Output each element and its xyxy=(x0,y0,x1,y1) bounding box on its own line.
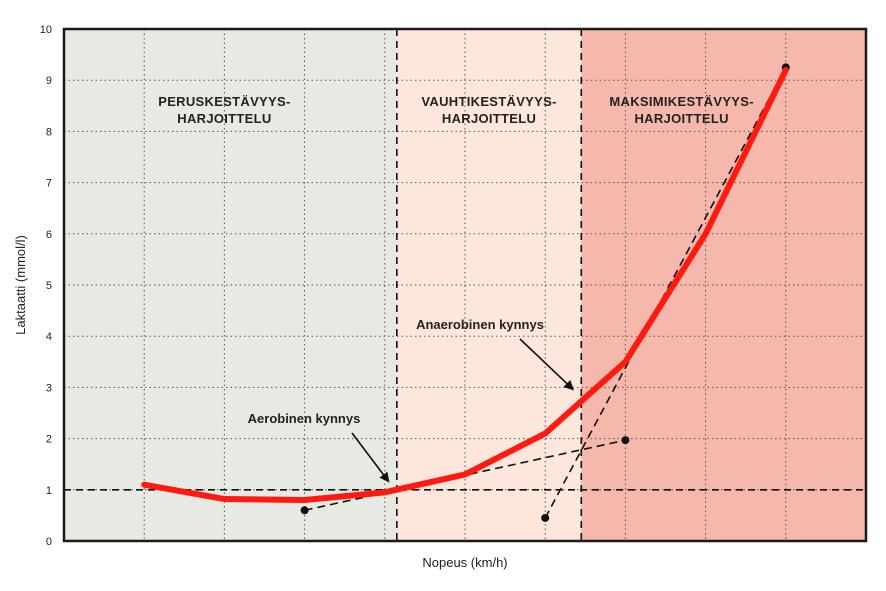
annotations: Aerobinen kynnys Anaerobinen kynnys xyxy=(248,317,575,483)
zone-labels: PERUSKESTÄVYYS-HARJOITTELUVAUHTIKESTÄVYY… xyxy=(158,94,754,126)
series-layer xyxy=(141,66,789,504)
y-tick-label: 10 xyxy=(40,24,52,36)
zone-label-line: HARJOITTELU xyxy=(634,111,728,126)
annotation-arrow-1 xyxy=(351,432,390,483)
x-axis-label: Nopeus (km/h) xyxy=(422,555,507,570)
construction-point xyxy=(621,436,630,445)
reference-lines xyxy=(64,29,866,541)
annotation-label-1: Aerobinen kynnys xyxy=(248,411,361,426)
plot-frame xyxy=(62,27,868,543)
zone-label-2: VAUHTIKESTÄVYYS- HARJOITTELU xyxy=(421,94,556,126)
y-tick-label: 5 xyxy=(46,280,52,292)
zone-label-line: PERUSKESTÄVYYS- xyxy=(158,94,290,109)
construction-line-2 xyxy=(544,67,787,519)
y-tick-label: 3 xyxy=(46,382,52,394)
y-tick-labels: 0 1 2 3 4 5 6 7 8 9 10 xyxy=(40,24,52,548)
lactate-series-line xyxy=(141,66,789,504)
y-axis-label: Laktaatti (mmol/l) xyxy=(13,235,28,335)
y-tick-label: 2 xyxy=(46,434,52,446)
zone-label-line: HARJOITTELU xyxy=(442,111,536,126)
construction-line-1 xyxy=(304,439,626,512)
y-tick-label: 8 xyxy=(46,126,52,138)
y-tick-label: 6 xyxy=(46,229,52,241)
y-tick-label: 4 xyxy=(46,331,52,343)
y-tick-label: 7 xyxy=(46,178,52,190)
annotation-label-2: Anaerobinen kynnys xyxy=(416,317,544,332)
y-tick-label: 0 xyxy=(46,536,52,548)
zone-label-3: MAKSIMIKESTÄVYYS- HARJOITTELU xyxy=(609,94,754,126)
construction-point xyxy=(300,506,309,515)
zone-band-3 xyxy=(581,29,866,541)
zone-label-line: VAUHTIKESTÄVYYS- xyxy=(421,94,556,109)
zone-label-1: PERUSKESTÄVYYS- HARJOITTELU xyxy=(158,94,290,126)
construction-point xyxy=(541,513,550,522)
zone-label-line: HARJOITTELU xyxy=(177,111,271,126)
annotation-arrow-2 xyxy=(519,338,575,391)
y-tick-label: 9 xyxy=(46,75,52,87)
zone-label-line: MAKSIMIKESTÄVYYS- xyxy=(609,94,754,109)
y-tick-label: 1 xyxy=(46,485,52,497)
